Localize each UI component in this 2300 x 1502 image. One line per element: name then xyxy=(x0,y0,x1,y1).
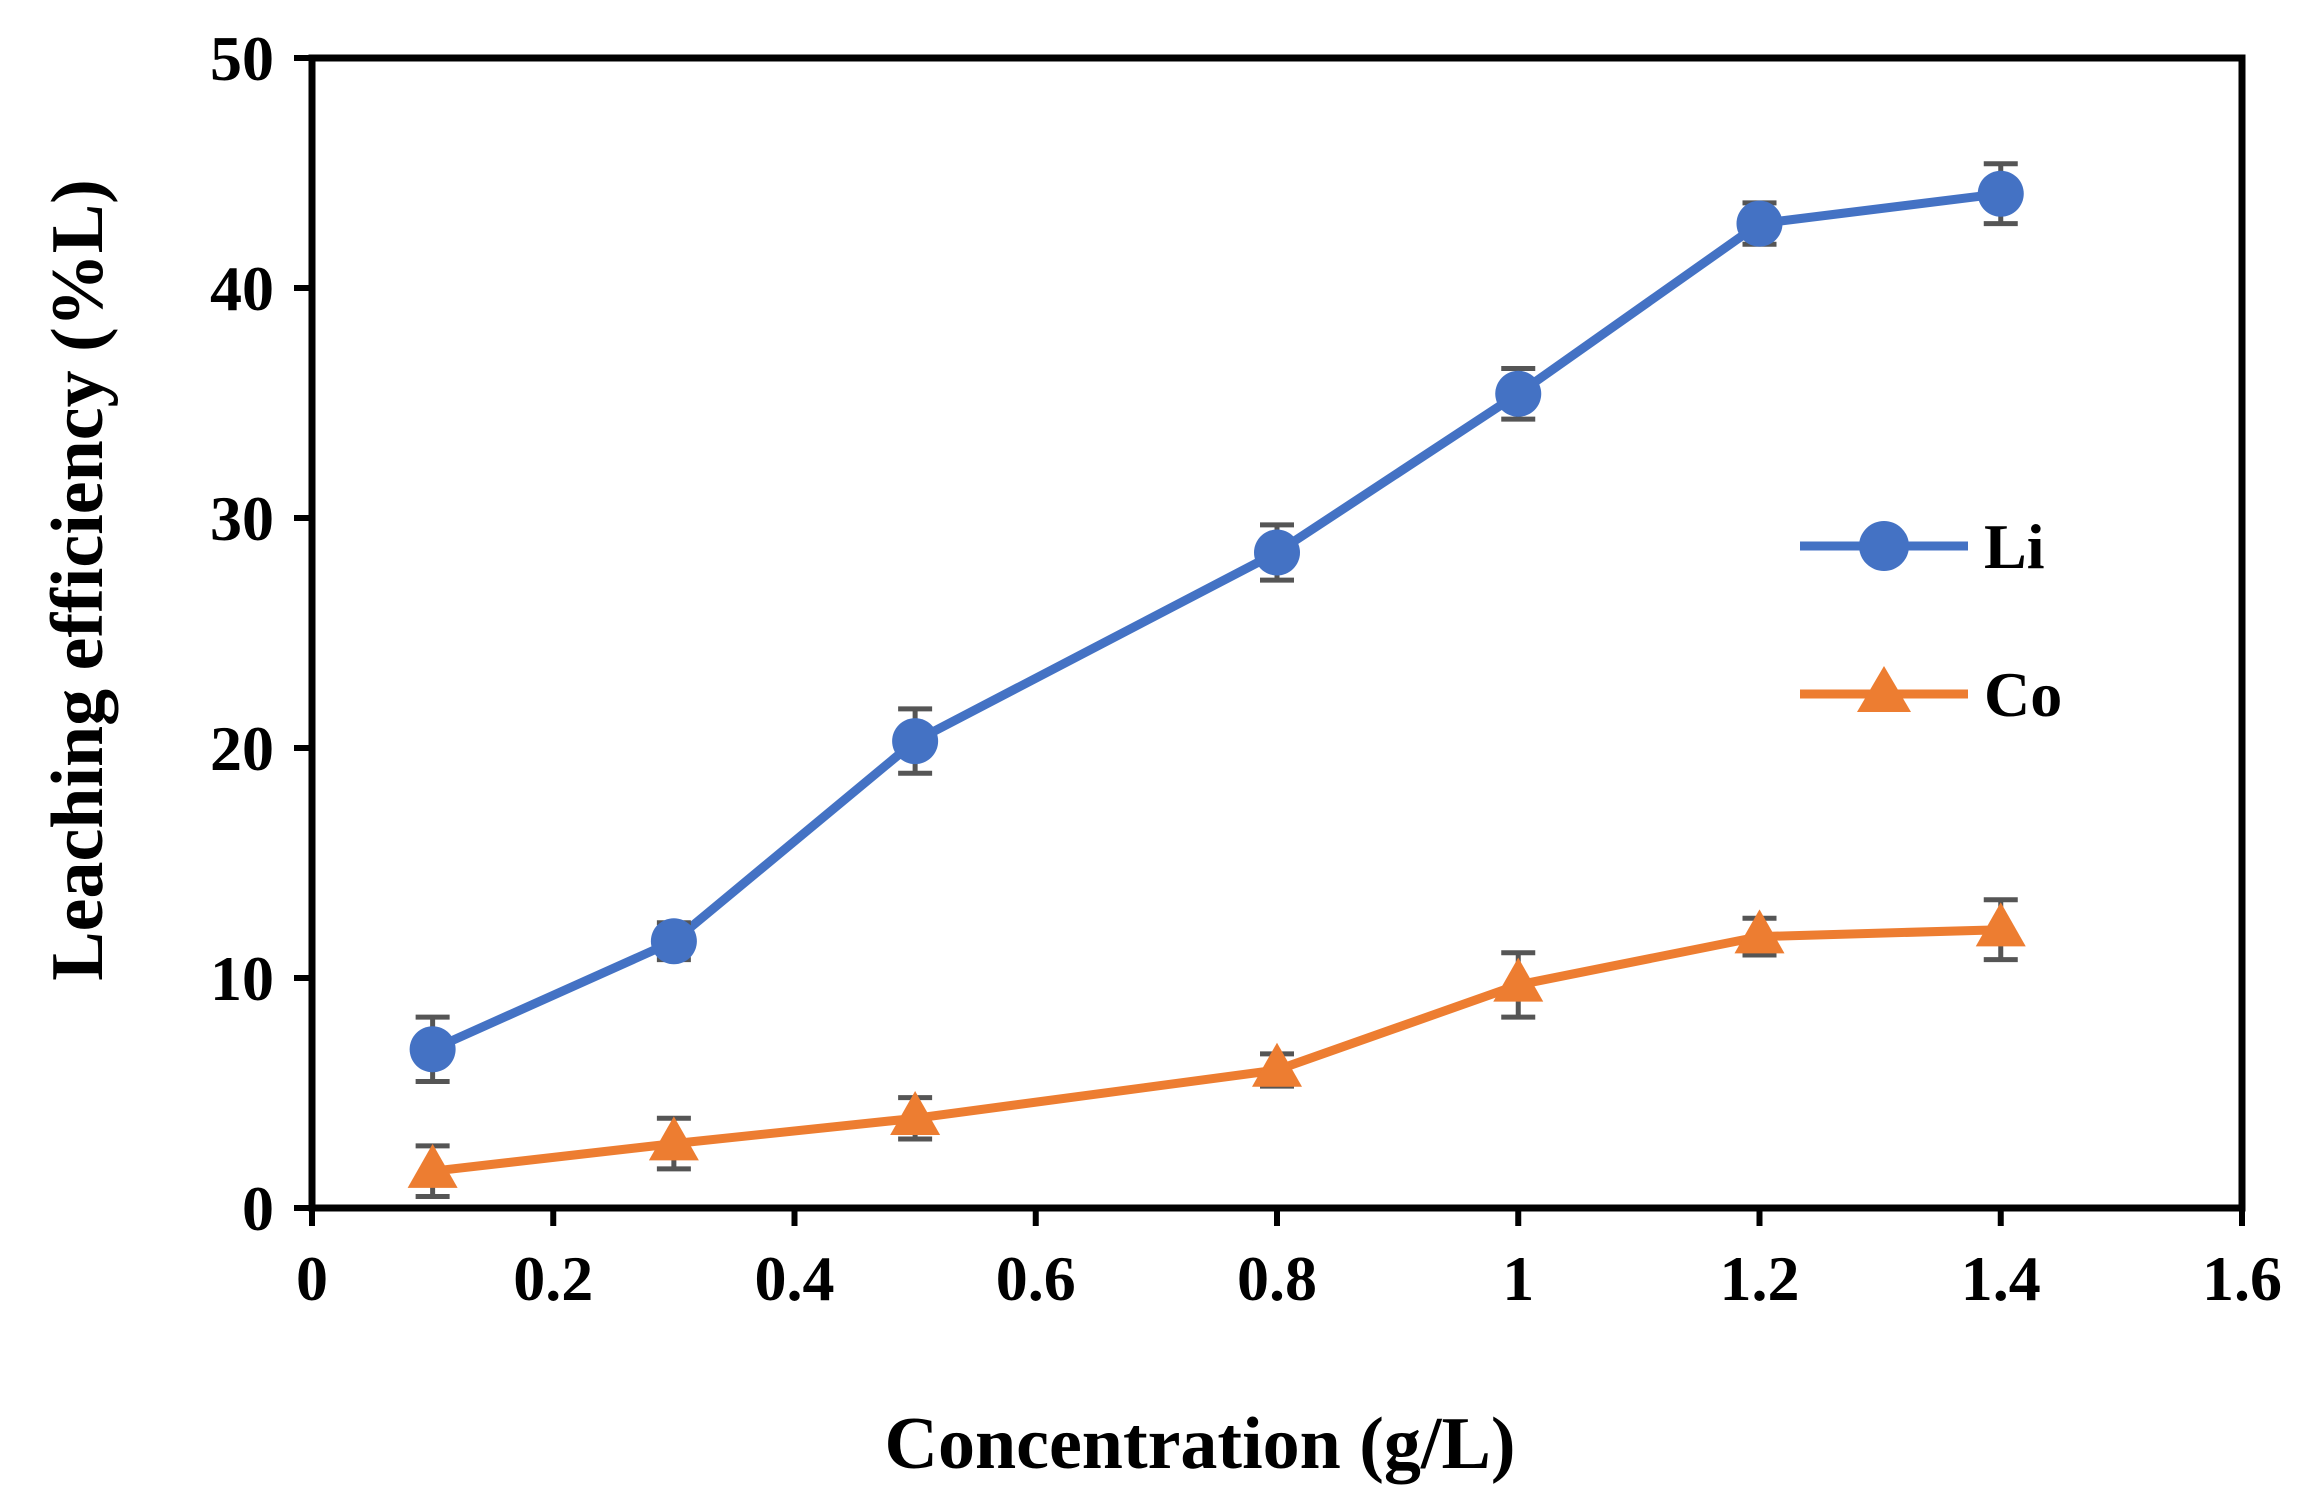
legend-item-li: Li xyxy=(1800,511,2044,582)
legend-item-co: Co xyxy=(1800,659,2062,730)
y-tick-label: 0 xyxy=(242,1173,274,1244)
data-point xyxy=(650,918,697,965)
data-point xyxy=(407,1143,458,1188)
x-axis-ticks: 0 0.2 0.4 0.6 0.8 1 1.2 1.4 1.6 xyxy=(296,1208,2282,1314)
legend-label: Li xyxy=(1984,511,2044,582)
x-tick-label: 1.4 xyxy=(1961,1243,2041,1314)
x-tick-label: 0 xyxy=(296,1243,328,1314)
x-tick-label: 1.2 xyxy=(1720,1243,1800,1314)
legend: Li Co xyxy=(1800,511,2062,730)
data-point xyxy=(1495,370,1542,417)
data-point xyxy=(648,1116,699,1161)
x-tick-label: 0.6 xyxy=(996,1243,1076,1314)
data-point xyxy=(1977,170,2024,217)
plot-area-frame xyxy=(308,54,2246,1212)
x-tick-label: 1 xyxy=(1502,1243,1534,1314)
legend-marker xyxy=(1859,521,1909,571)
x-tick-label: 0.2 xyxy=(513,1243,593,1314)
data-point xyxy=(892,718,939,765)
y-tick-label: 40 xyxy=(210,253,274,324)
series-layer xyxy=(407,161,2026,1199)
data-point xyxy=(1252,1042,1302,1087)
data-point xyxy=(409,1026,456,1073)
data-point xyxy=(1734,909,1785,954)
x-axis-title: Concentration (g/L) xyxy=(885,1403,1516,1485)
y-tick-label: 10 xyxy=(210,943,274,1014)
x-tick-label: 1.6 xyxy=(2202,1243,2282,1314)
data-point xyxy=(1975,902,2026,947)
legend-label: Co xyxy=(1984,659,2062,730)
y-axis-title: Leaching efficiency (%L) xyxy=(37,179,119,981)
y-axis-ticks: 0 10 20 30 40 50 xyxy=(210,23,312,1244)
x-tick-label: 0.8 xyxy=(1237,1243,1317,1314)
y-tick-label: 50 xyxy=(210,23,274,94)
y-tick-label: 30 xyxy=(210,483,274,554)
y-tick-label: 20 xyxy=(210,713,274,784)
data-point xyxy=(1493,957,1544,1002)
data-point xyxy=(890,1091,941,1136)
series-li xyxy=(409,161,2024,1084)
data-point xyxy=(1254,529,1300,576)
series-co xyxy=(407,897,2026,1199)
x-tick-label: 0.4 xyxy=(755,1243,835,1314)
data-point xyxy=(1736,200,1783,247)
legend-marker xyxy=(1857,666,1911,712)
